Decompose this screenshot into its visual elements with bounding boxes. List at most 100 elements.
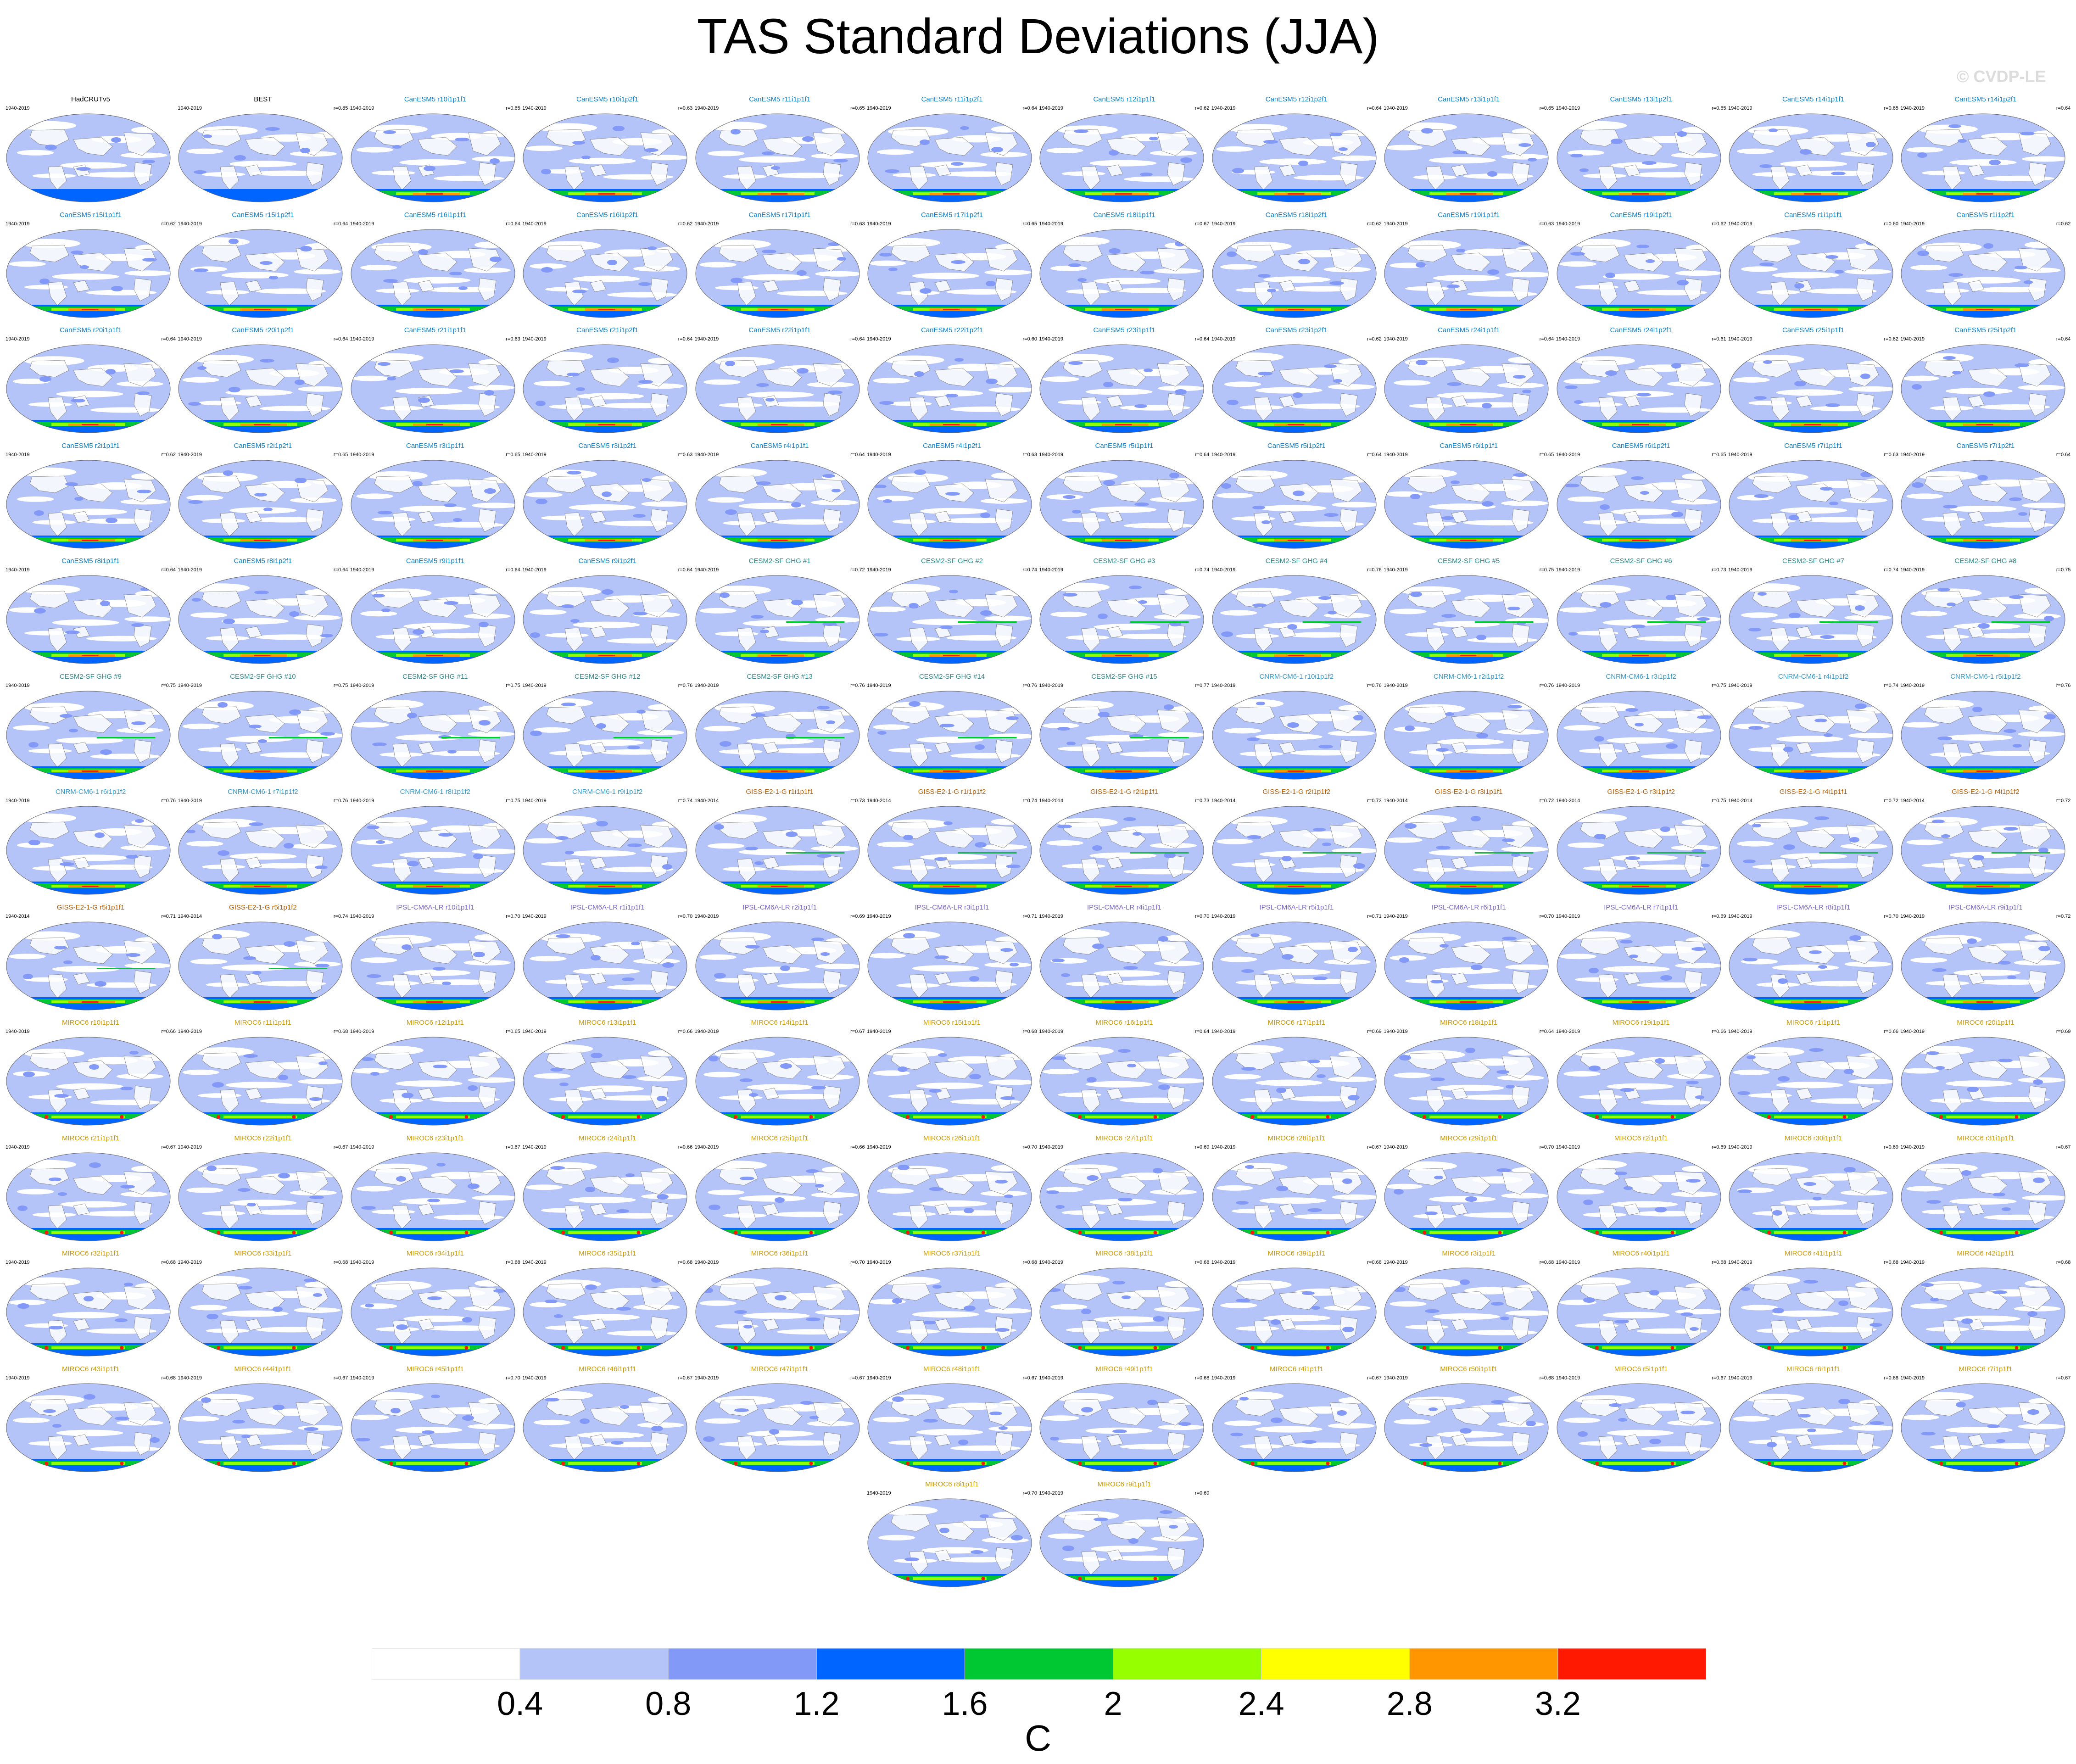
variability-patch [1336, 1410, 1347, 1416]
panel-title: CanESM5 r6i1p1f1 [1440, 441, 1498, 450]
variability-patch [1301, 1440, 1317, 1444]
southern-ocean-band [1078, 1230, 1082, 1234]
continent-outline [1106, 626, 1123, 638]
variability-patch [1394, 1287, 1406, 1292]
variability-patch [1983, 243, 1994, 249]
low-variance-band [222, 964, 289, 971]
continent-outline [813, 248, 846, 271]
variability-patch [1961, 1170, 1972, 1176]
panel-period: 1940-2014 [1211, 798, 1236, 804]
variability-patch [45, 145, 57, 150]
variability-patch [1441, 614, 1457, 618]
map-plot [1729, 1383, 1893, 1472]
variability-patch [438, 833, 453, 837]
map-panel: MIROC6 r15i1p1f1 1940-2019 r=0.68 [866, 1019, 1038, 1133]
variability-patch [1992, 1290, 2008, 1294]
panel-period: 1940-2019 [522, 1375, 547, 1381]
low-variance-band [1433, 1313, 1500, 1320]
continent-outline [1598, 627, 1618, 652]
map-panel: MIROC6 r22i1p1f1 1940-2019 r=0.67 [177, 1134, 349, 1249]
variability-patch [493, 1289, 506, 1293]
panel-period: 1940-2019 [522, 1260, 547, 1265]
continent-outline [1329, 479, 1362, 502]
low-variance-band [1946, 388, 2013, 395]
variability-patch [596, 723, 607, 729]
low-variance-band [703, 726, 741, 731]
southern-ocean-band [464, 1346, 469, 1350]
southern-ocean-band [223, 1346, 298, 1349]
variability-patch [1952, 371, 1962, 374]
low-variance-band [1158, 385, 1204, 391]
map-plot [523, 575, 687, 664]
map-plot [1212, 113, 1377, 202]
variability-patch [71, 250, 84, 254]
panel-period: 1940-2019 [350, 336, 374, 342]
map-panel: CanESM5 r8i1p2f1 1940-2019 r=0.64 [177, 557, 349, 672]
southern-ocean-band [254, 308, 271, 310]
variability-patch [1803, 1182, 1816, 1186]
continent-outline [1968, 137, 2008, 156]
continent-outline [1796, 164, 1813, 177]
map-panel: CNRM-CM6-1 r7i1p1f2 1940-2019 r=0.76 [177, 788, 349, 903]
low-variance-band [536, 123, 597, 133]
map-plot [1039, 113, 1204, 202]
variability-patch [811, 937, 824, 941]
variability-patch [892, 1396, 904, 1402]
continent-outline [1081, 166, 1100, 190]
low-variance-band [360, 264, 397, 270]
variability-patch [60, 862, 74, 866]
variability-patch [1825, 255, 1838, 259]
panel-period: 1940-2019 [1556, 682, 1580, 688]
continent-outline [934, 395, 951, 408]
continent-outline [1235, 591, 1275, 608]
continent-outline [823, 624, 841, 648]
map-panel: MIROC6 r8i1p1f1 1940-2019 r=0.70 [866, 1480, 1038, 1595]
variability-patch [1978, 623, 1990, 629]
variability-patch [964, 1207, 974, 1213]
variability-patch [252, 971, 262, 975]
southern-ocean-band [733, 1346, 737, 1350]
map-panel: CanESM5 r12i1p1f1 1940-2019 r=0.62 [1038, 95, 1210, 210]
map-plot [178, 460, 343, 548]
low-variance-band [1089, 160, 1157, 167]
variability-patch [1006, 865, 1021, 868]
variability-patch [536, 401, 546, 406]
variability-patch [1912, 482, 1924, 488]
continent-outline [934, 511, 951, 523]
continent-outline [1279, 164, 1296, 177]
variability-patch [1855, 703, 1867, 709]
southern-ocean-band [568, 1231, 642, 1234]
low-variance-band [1780, 161, 1847, 167]
panel-title: GISS-E2-1-G r5i1p1f1 [56, 903, 125, 911]
southern-ocean-band [636, 1115, 641, 1119]
panel-title: MIROC6 r32i1p1f1 [61, 1250, 120, 1257]
panel-pattern-correlation: r=0.64 [1539, 1029, 1554, 1034]
variability-patch [1809, 1048, 1824, 1052]
panel-pattern-correlation: r=0.66 [1712, 1029, 1726, 1034]
map-border [1039, 460, 1204, 548]
panel-pattern-correlation: r=0.64 [161, 567, 176, 573]
variability-patch [805, 1169, 819, 1173]
low-variance-band [471, 1195, 515, 1200]
low-variance-band [298, 386, 343, 392]
panel-period: 1940-2019 [1556, 336, 1580, 342]
continent-outline [909, 396, 928, 421]
map-border [1557, 344, 1721, 433]
variability-patch [462, 1415, 474, 1421]
panel-period: 1940-2019 [1039, 452, 1063, 458]
panel-period: 1940-2019 [1384, 1029, 1408, 1034]
panel-title: MIROC6 r30i1p1f1 [1784, 1134, 1842, 1142]
southern-ocean-band [217, 1461, 221, 1465]
panel-pattern-correlation: r=0.63 [850, 221, 865, 227]
variability-patch [80, 265, 89, 269]
low-variance-band [738, 1195, 806, 1202]
southern-ocean-band [568, 1116, 642, 1118]
southern-ocean-band [568, 1462, 642, 1465]
continent-outline [1426, 281, 1445, 306]
southern-ocean-band [1767, 1461, 1771, 1465]
low-variance-band [1740, 583, 1801, 593]
map-plot [6, 691, 171, 779]
map-panel: CESM2-SF GHG #1 1940-2019 r=0.72 [694, 557, 866, 672]
variability-patch [730, 277, 742, 283]
variability-patch [2015, 363, 2030, 367]
